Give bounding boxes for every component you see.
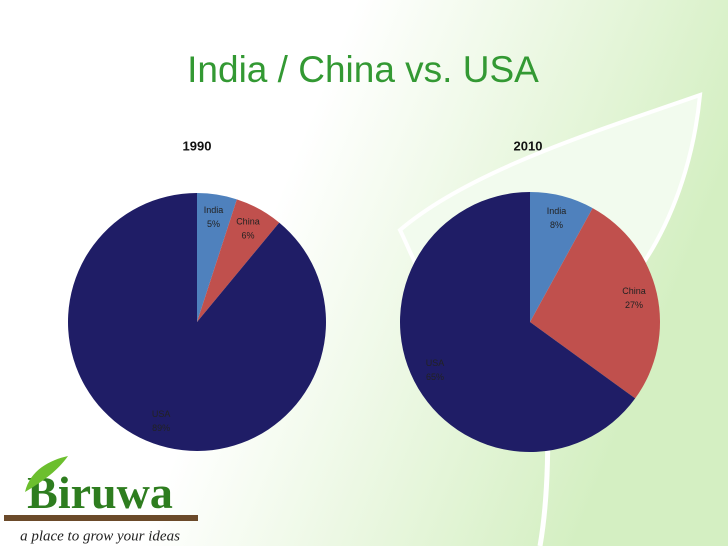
slice-value-label: 27% (625, 300, 643, 310)
chart-title: 1990 (183, 138, 212, 153)
slice-value-label: 6% (241, 231, 254, 241)
slice-label: India (547, 206, 567, 216)
logo-sprout (25, 456, 68, 492)
pie-slice (399, 192, 636, 453)
slice-value-label: 5% (207, 219, 220, 229)
slide-title: India / China vs. USA (187, 49, 539, 90)
slice-value-label: 8% (550, 220, 563, 230)
pie-slice (530, 208, 660, 399)
slice-label: India (204, 205, 224, 215)
slice-label: China (622, 286, 646, 296)
pie-slice (197, 193, 237, 322)
pie-slice (67, 193, 326, 452)
slice-label: USA (426, 358, 445, 368)
chart-title: 2010 (514, 138, 543, 153)
logo-text: Biruwa (27, 467, 173, 518)
slice-label: China (236, 217, 260, 227)
slice-value-label: 89% (152, 423, 170, 433)
logo-tagline: a place to grow your ideas (20, 528, 180, 544)
slice-label: USA (152, 409, 171, 419)
pie-slice (530, 192, 593, 322)
pie-slice (197, 199, 280, 322)
logo-soil (4, 515, 198, 521)
slice-value-label: 65% (426, 372, 444, 382)
